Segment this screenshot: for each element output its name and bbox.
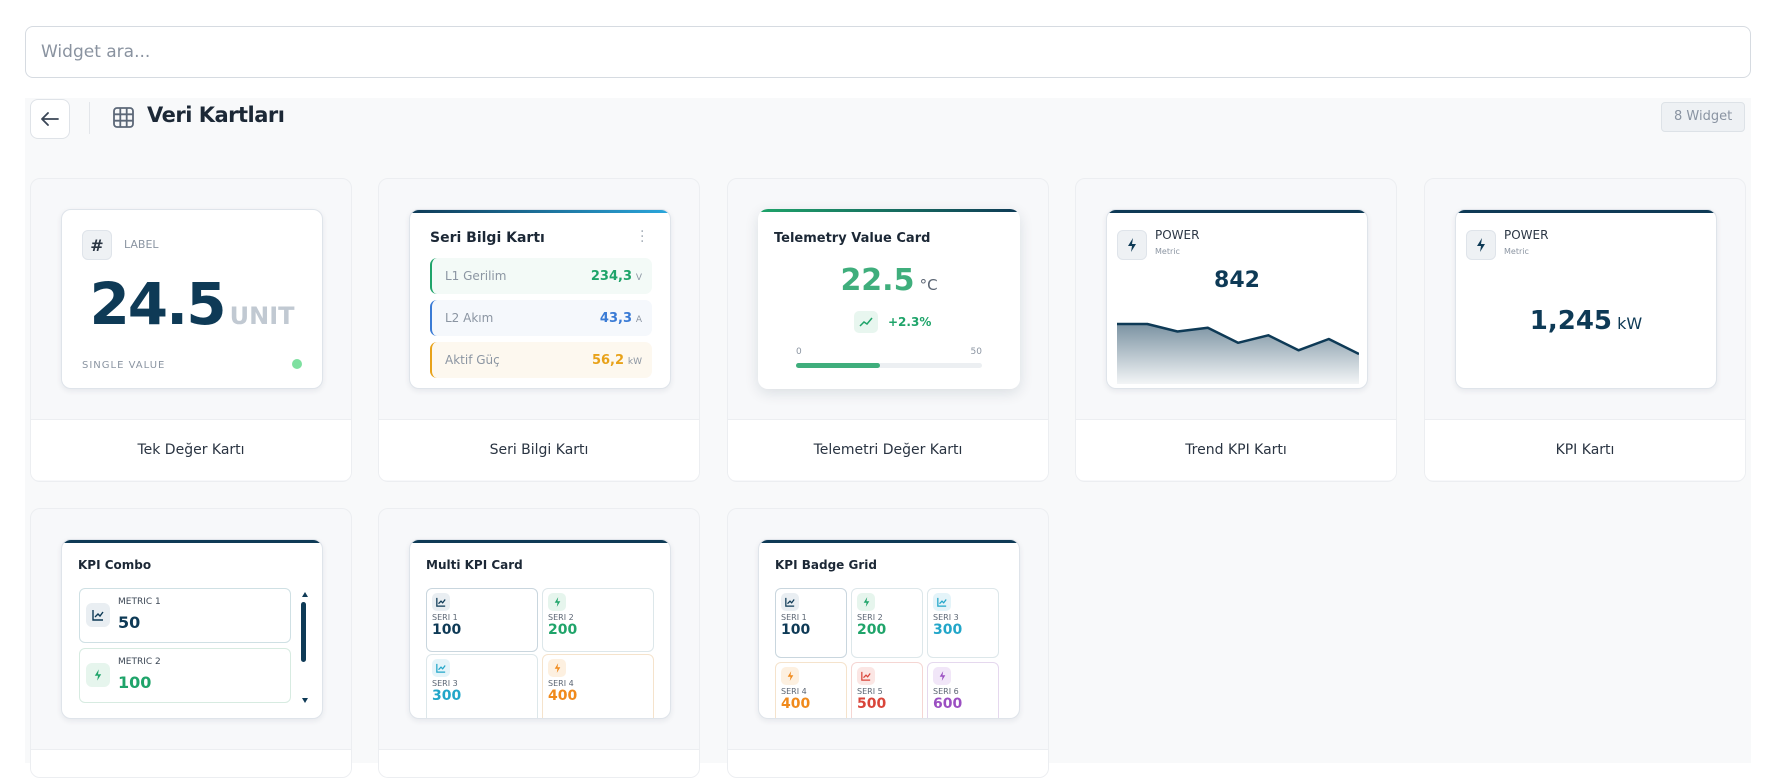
metric-tile: SERI 2 200	[542, 588, 654, 652]
metric-tile: SERI 1 100	[775, 588, 847, 658]
widget-card-label: Trend KPI Kartı	[1076, 419, 1396, 480]
widget-preview: # LABEL 24.5 UNIT SINGLE VALUE	[61, 209, 323, 389]
hash-icon: #	[82, 230, 112, 260]
preview-title: KPI Combo	[78, 558, 152, 572]
preview-title: Multi KPI Card	[426, 558, 523, 572]
scrollbar-thumb[interactable]	[301, 602, 306, 662]
search-input[interactable]	[25, 26, 1751, 78]
chart-icon	[781, 593, 799, 611]
metric-row: METRIC 1 50	[79, 588, 291, 643]
preview-title: Seri Bilgi Kartı	[430, 230, 545, 246]
widget-card-label	[728, 749, 1048, 777]
widget-preview: Multi KPI Card SERI 1 100 SERI 2 200 SER…	[409, 539, 671, 719]
widget-card-kpi-badge-grid[interactable]: KPI Badge Grid SERI 1 100 SERI 2 200 SER…	[727, 508, 1049, 778]
widget-card-trend-kpi[interactable]: POWER Metric 842 Trend KPI Kartı	[1075, 178, 1397, 482]
lightning-icon	[548, 593, 566, 611]
widget-card-label	[379, 749, 699, 777]
chart-icon	[933, 593, 951, 611]
delta-value: +2.3%	[888, 315, 932, 329]
preview-footer: SINGLE VALUE	[82, 360, 166, 371]
grid-icon	[113, 107, 134, 128]
widget-card-kpi[interactable]: POWER Metric 1,245 kW KPI Kartı	[1424, 178, 1746, 482]
widget-card-label: KPI Kartı	[1425, 419, 1745, 480]
metric-tile: SERI 2 200	[851, 588, 923, 658]
widget-card-label: Telemetri Değer Kartı	[728, 419, 1048, 480]
progress-fill	[796, 363, 880, 368]
metric-tile: SERI 1 100	[426, 588, 538, 652]
kpi-sub: Metric	[1155, 247, 1180, 256]
lightning-icon	[548, 659, 566, 677]
chart-icon	[432, 593, 450, 611]
widget-card-multi-kpi[interactable]: Multi KPI Card SERI 1 100 SERI 2 200 SER…	[378, 508, 700, 778]
chart-icon	[857, 667, 875, 685]
chart-icon	[432, 659, 450, 677]
widget-preview: KPI Badge Grid SERI 1 100 SERI 2 200 SER…	[758, 539, 1020, 719]
widget-card-label: Tek Değer Kartı	[31, 419, 351, 480]
lightning-icon	[857, 593, 875, 611]
preview-unit: °C	[919, 276, 938, 294]
kpi-name: POWER	[1155, 228, 1200, 242]
widget-preview: Seri Bilgi Kartı · · · L1 Gerilim 234,3 V …	[409, 209, 671, 389]
lightning-icon	[1466, 230, 1496, 260]
metric-tile: SERI 4 400	[542, 654, 654, 718]
kpi-value: 1,245	[1529, 306, 1613, 336]
widget-card-label	[31, 749, 351, 777]
chart-icon	[86, 603, 110, 627]
progress-track	[796, 363, 982, 368]
widget-card-kpi-combo[interactable]: KPI Combo METRIC 1 50 METRIC 2 100	[30, 508, 352, 778]
page-title: Veri Kartları	[147, 103, 285, 127]
status-dot	[292, 359, 302, 369]
lightning-icon	[781, 667, 799, 685]
metric-tile: SERI 5 500	[851, 662, 923, 718]
arrow-left-icon	[41, 112, 59, 126]
series-row: Aktif Güç 56,2 kW	[430, 342, 652, 378]
more-icon: · · ·	[640, 224, 645, 250]
kpi-unit: kW	[1617, 314, 1643, 333]
scroll-down-icon[interactable]	[302, 698, 308, 703]
series-row: L1 Gerilim 234,3 V	[430, 258, 652, 294]
metric-tile: SERI 3 300	[927, 588, 999, 658]
preview-title: KPI Badge Grid	[775, 558, 877, 572]
metric-row: METRIC 2 100	[79, 648, 291, 703]
preview-value: 22.5	[840, 263, 915, 298]
widget-card-single-value[interactable]: # LABEL 24.5 UNIT SINGLE VALUE Tek Değer…	[30, 178, 352, 482]
widget-preview: POWER Metric 842	[1106, 209, 1368, 389]
lightning-icon	[933, 667, 951, 685]
kpi-value: 842	[1214, 268, 1260, 293]
preview-value: 24.5	[89, 270, 226, 338]
widget-card-label: Seri Bilgi Kartı	[379, 419, 699, 480]
preview-tag: LABEL	[124, 238, 159, 251]
widget-card-telemetry[interactable]: Telemetry Value Card 22.5 °C +2.3% 0 50 …	[727, 178, 1049, 482]
widget-preview: POWER Metric 1,245 kW	[1455, 209, 1717, 389]
series-row: L2 Akım 43,3 A	[430, 300, 652, 336]
widget-preview: KPI Combo METRIC 1 50 METRIC 2 100	[61, 539, 323, 719]
kpi-sub: Metric	[1504, 247, 1529, 256]
metric-tile: SERI 4 400	[775, 662, 847, 718]
trend-sparkline	[1117, 322, 1359, 384]
trend-up-icon	[854, 311, 878, 333]
metric-tile: SERI 6 600	[927, 662, 999, 718]
lightning-icon	[1117, 230, 1147, 260]
back-button[interactable]	[30, 99, 70, 139]
preview-title: Telemetry Value Card	[774, 231, 931, 246]
widget-count-badge: 8 Widget	[1661, 102, 1746, 132]
lightning-icon	[86, 663, 110, 687]
scroll-up-icon[interactable]	[302, 592, 308, 597]
kpi-name: POWER	[1504, 228, 1549, 242]
divider	[89, 102, 90, 134]
preview-unit: UNIT	[229, 302, 295, 330]
widget-preview: Telemetry Value Card 22.5 °C +2.3% 0 50	[758, 209, 1020, 389]
widget-card-series-info[interactable]: Seri Bilgi Kartı · · · L1 Gerilim 234,3 V …	[378, 178, 700, 482]
metric-tile: SERI 3 300	[426, 654, 538, 718]
